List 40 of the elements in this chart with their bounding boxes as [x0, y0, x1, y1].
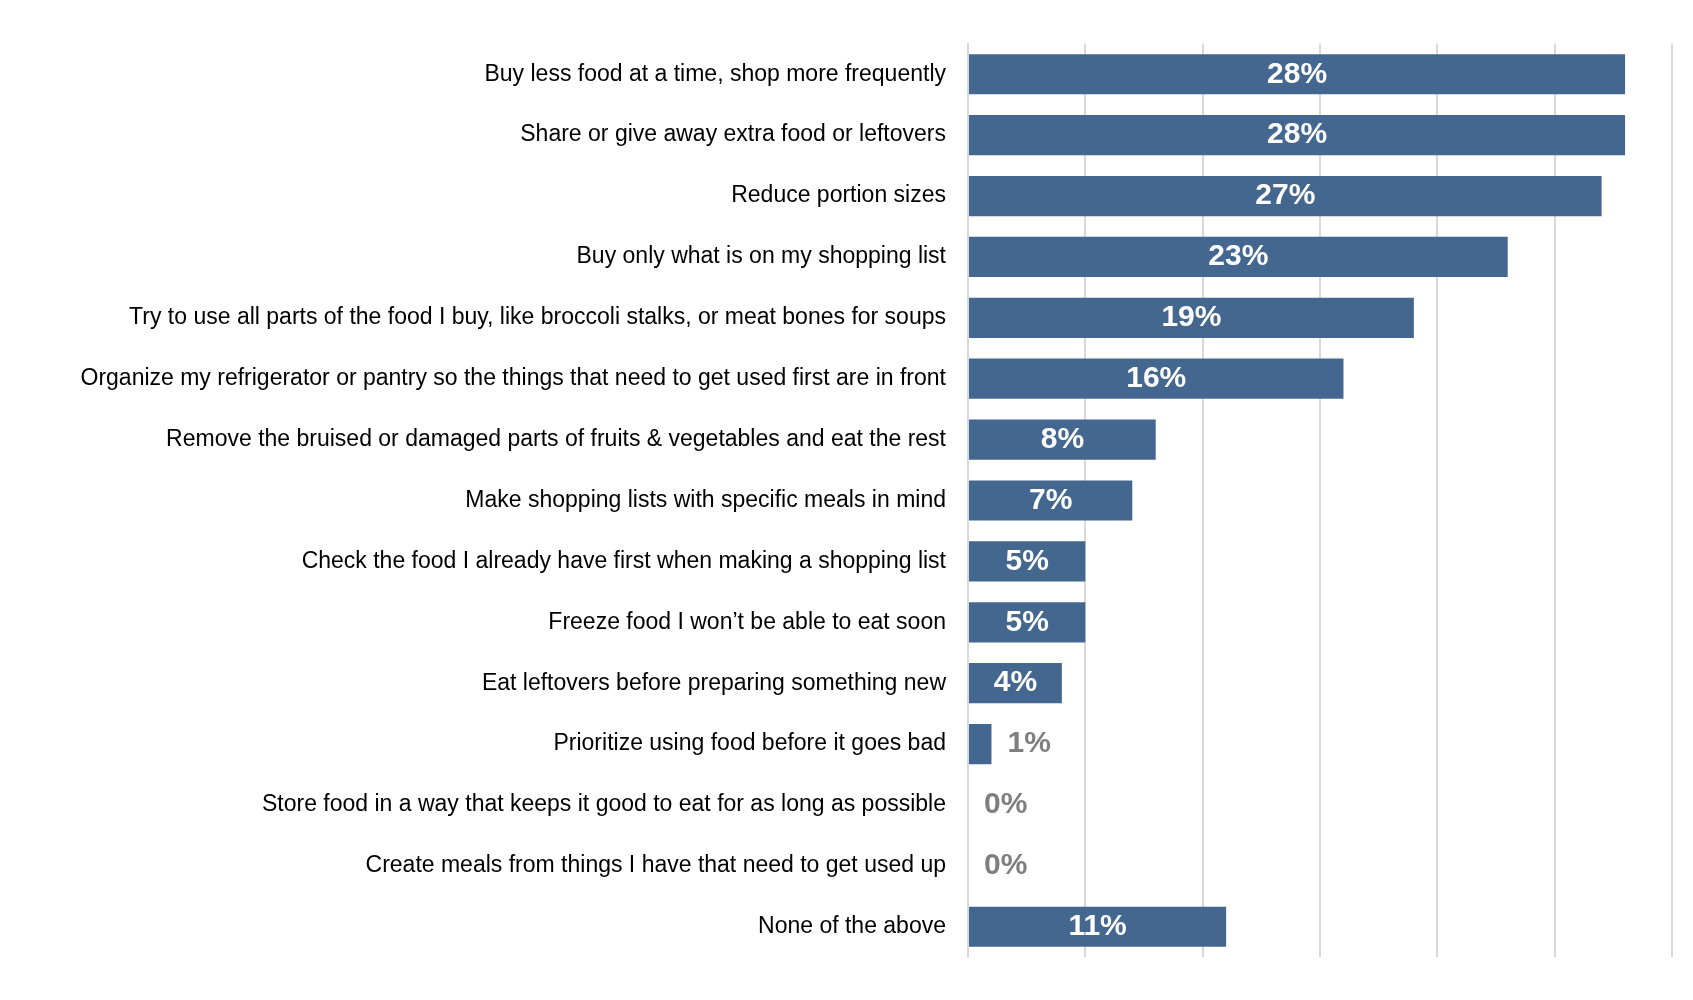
- bar: [969, 906, 1227, 947]
- data-label: 27%: [1255, 177, 1316, 211]
- y-tick-label: Create meals from things I have that need to get used up: [365, 851, 946, 878]
- data-label: 5%: [1005, 603, 1049, 637]
- y-tick-label: Share or give away extra food or leftovers: [520, 120, 946, 147]
- bar: [969, 175, 1602, 217]
- bar: [969, 419, 1156, 460]
- data-label: 0%: [984, 786, 1028, 820]
- y-tick-label: Reduce portion sizes: [731, 181, 946, 208]
- y-tick-label: Make shopping lists with specific meals in mind: [465, 485, 946, 512]
- data-label: 11%: [1068, 908, 1127, 942]
- data-label: 4%: [993, 664, 1038, 698]
- y-tick-label: Freeze food I won’t be able to eat soon: [548, 607, 946, 634]
- y-tick-label: Remove the bruised or damaged parts of fruits & vegetables and eat the rest: [166, 424, 947, 451]
- y-tick-label: Buy only what is on my shopping list: [576, 242, 947, 269]
- data-label: 28%: [1267, 116, 1328, 150]
- bar: [969, 723, 992, 765]
- data-label: 23%: [1208, 238, 1269, 272]
- bar: [969, 480, 1133, 521]
- y-tick-label: Eat leftovers before preparing something new: [481, 668, 947, 695]
- bar: [969, 236, 1508, 278]
- bar: [969, 297, 1414, 338]
- data-label: 1%: [1007, 725, 1051, 759]
- data-label: 5%: [1005, 542, 1049, 576]
- y-tick-label: None of the above: [758, 912, 946, 939]
- data-label: 7%: [1028, 481, 1073, 515]
- bar: [969, 54, 1626, 95]
- data-label: 28%: [1267, 55, 1328, 89]
- y-tick-label: Prioritize using food before it goes bad: [553, 729, 946, 756]
- y-tick-label: Store food in a way that keeps it good to eat for as long as possible: [261, 790, 946, 817]
- y-tick-label: Buy less food at a time, shop more frequently: [484, 59, 947, 86]
- data-label: 19%: [1161, 299, 1222, 333]
- bar: [969, 358, 1344, 399]
- data-label: 0%: [984, 847, 1028, 881]
- y-tick-label: Check the food I already have first when making a shopping list: [301, 546, 947, 573]
- y-tick-label: Try to use all parts of the food I buy, like broccoli stalks, or meat bones for soups: [129, 303, 946, 330]
- bar: [969, 115, 1626, 156]
- data-label: 8%: [1040, 420, 1085, 454]
- data-label: 16%: [1126, 359, 1187, 393]
- y-tick-label: Organize my refrigerator or pantry so the things that need to get used first are in front: [80, 364, 947, 391]
